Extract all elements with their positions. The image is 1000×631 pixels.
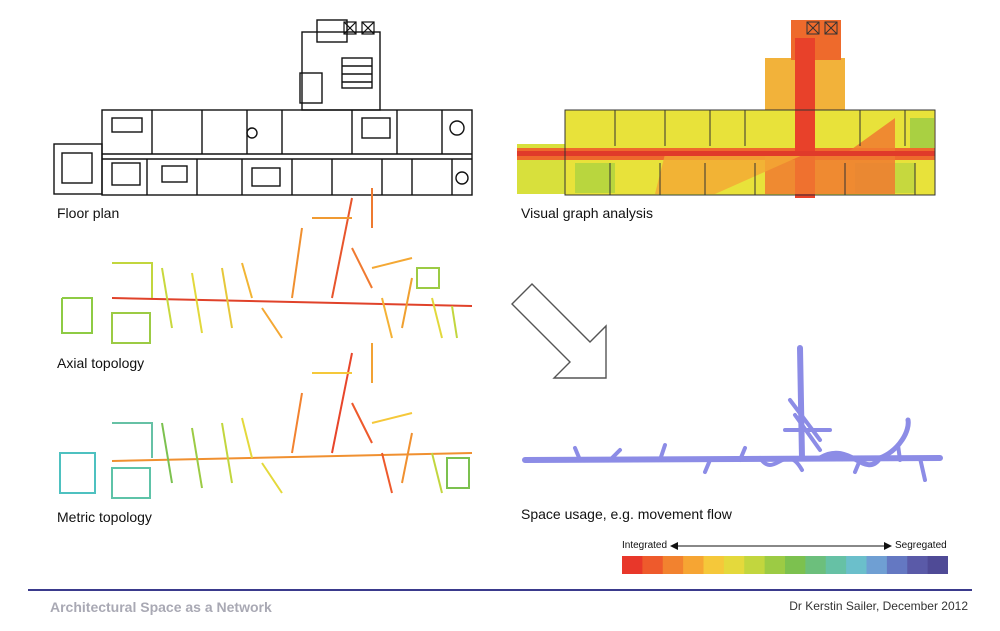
footer-divider [28, 589, 972, 591]
legend-arrow [670, 540, 892, 552]
axial-topology-caption: Axial topology [57, 355, 145, 371]
legend-swatch [866, 556, 888, 574]
legend-swatch [785, 556, 806, 574]
space-usage-panel [520, 340, 950, 500]
metric-topology-panel [52, 343, 482, 503]
floor-plan-caption: Floor plan [57, 205, 120, 221]
legend-swatch [662, 556, 684, 574]
axial-topology-panel [52, 188, 482, 348]
flow-arrow [510, 282, 620, 382]
metric-topology-network [59, 343, 473, 499]
legend-segregated-label: Segregated [895, 540, 947, 551]
movement-flow-drawing [522, 345, 943, 482]
legend-colour-scale [622, 556, 948, 574]
colour-scale-bar [622, 556, 948, 574]
legend-swatch [927, 556, 948, 574]
visual-graph-caption: Visual graph analysis [521, 205, 654, 221]
floor-plan-drawing [53, 19, 473, 196]
legend-swatch [683, 556, 705, 574]
arrow-down-right-icon [511, 283, 607, 379]
legend-swatch [703, 556, 725, 574]
footer-author: Dr Kerstin Sailer, December 2012 [789, 599, 968, 613]
double-arrow-icon [670, 542, 892, 550]
legend-swatch [764, 556, 786, 574]
legend-swatch [907, 556, 929, 574]
space-usage-caption: Space usage, e.g. movement flow [521, 506, 732, 522]
legend-swatch [805, 556, 827, 574]
axial-topology-network [61, 188, 473, 344]
legend-swatch [825, 556, 847, 574]
floor-plan-panel [52, 18, 482, 200]
legend-swatch [846, 556, 868, 574]
legend-swatch [642, 556, 664, 574]
visual-graph-heatmap [517, 20, 936, 198]
legend-integrated-label: Integrated [622, 540, 668, 551]
legend-swatch [723, 556, 745, 574]
legend-swatch [886, 556, 908, 574]
legend-swatch [744, 556, 766, 574]
metric-topology-caption: Metric topology [57, 509, 152, 525]
footer-title: Architectural Space as a Network [50, 599, 272, 615]
visual-graph-panel [515, 18, 945, 200]
legend-swatch [622, 556, 643, 574]
